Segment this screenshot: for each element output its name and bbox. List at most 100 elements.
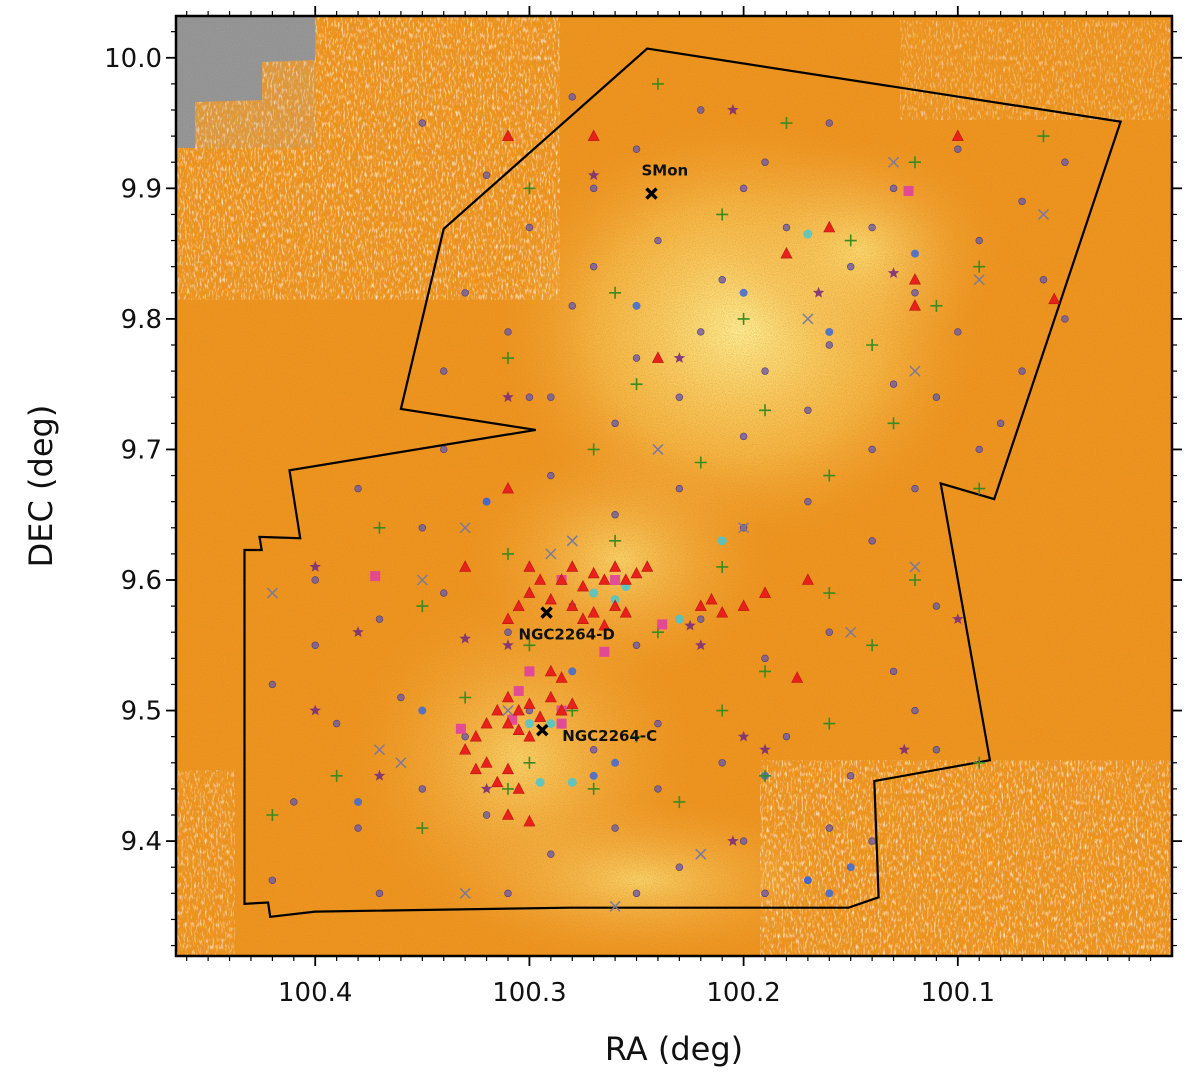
marker-triangle (641, 560, 654, 572)
marker-circle (675, 863, 684, 871)
marker-triangle (576, 579, 589, 592)
marker-triangle (502, 690, 514, 703)
marker-plus (930, 299, 943, 312)
marker-plus (866, 639, 879, 652)
marker-circle (632, 354, 641, 362)
marker-circle (761, 158, 769, 166)
marker-circle (504, 328, 512, 336)
marker-triangle (502, 481, 514, 494)
marker-plus (330, 769, 343, 782)
marker-circle (461, 732, 469, 741)
marker-star (588, 169, 600, 181)
marker-circle (440, 367, 448, 375)
marker-plus (609, 534, 622, 547)
marker-circle (911, 289, 919, 297)
marker-triangle (512, 782, 525, 794)
marker-blue-dot (632, 301, 641, 310)
marker-circle (1018, 367, 1026, 375)
marker-plus (673, 795, 686, 808)
marker-plus (459, 691, 472, 704)
marker-triangle (630, 566, 643, 579)
marker-blue-dot (739, 288, 748, 297)
marker-circle (868, 537, 876, 545)
marker-triangle (598, 619, 611, 631)
gray-unobserved-patch (176, 16, 315, 148)
y-tick-label: 10.0 (104, 44, 162, 74)
marker-circle (654, 719, 662, 728)
marker-circle (375, 615, 384, 623)
marker-circle (440, 445, 448, 454)
marker-triangle (555, 671, 568, 683)
marker-triangle (523, 586, 536, 598)
marker-triangle (566, 697, 579, 709)
marker-x (802, 313, 814, 325)
marker-triangle (469, 730, 482, 742)
marker-triangle (1048, 292, 1061, 305)
marker-circle (654, 785, 662, 793)
marker-circle (804, 497, 812, 506)
marker-square (455, 723, 466, 734)
marker-circle (525, 393, 534, 401)
marker-star (727, 104, 739, 115)
marker-circle (932, 393, 941, 401)
marker-circle (397, 693, 405, 702)
marker-star (695, 639, 707, 651)
marker-plus (759, 769, 772, 782)
marker-circle (482, 811, 491, 819)
marker-star (952, 613, 964, 624)
marker-blue-dot (910, 249, 919, 258)
marker-triangle (459, 560, 472, 572)
marker-circle (547, 471, 555, 480)
y-tick-label: 9.6 (121, 566, 162, 596)
marker-plus (651, 77, 664, 90)
marker-star (502, 639, 514, 651)
marker-circle (418, 119, 427, 127)
x-tick-label: 100.1 (921, 978, 995, 1008)
marker-triangle (502, 716, 514, 729)
marker-triangle (469, 762, 482, 775)
marker-blue-dot (846, 863, 855, 872)
marker-triangle (951, 129, 964, 141)
marker-plus (1037, 130, 1050, 143)
marker-triangle (491, 775, 504, 788)
annotation-marker (536, 723, 549, 737)
marker-triangle (651, 351, 664, 363)
marker-circle (1039, 276, 1048, 284)
marker-star (727, 835, 739, 846)
marker-plus (973, 482, 986, 495)
marker-plus (759, 665, 772, 678)
marker-blue-dot (825, 889, 834, 898)
marker-triangle (791, 671, 804, 683)
axis-ticks (166, 6, 1182, 966)
survey-footprint-outline (243, 47, 1123, 919)
marker-circle (932, 746, 941, 754)
marker-circle (675, 484, 684, 493)
marker-triangle (555, 703, 568, 716)
marker-x (973, 274, 985, 286)
marker-x (395, 757, 407, 769)
marker-circle (440, 589, 448, 597)
marker-circle (847, 262, 855, 271)
marker-triangle (555, 573, 568, 585)
marker-plus (716, 560, 729, 573)
marker-plus (523, 756, 536, 769)
marker-circle (504, 628, 512, 636)
marker-triangle (512, 723, 525, 735)
annotation-label: NGC2264-C (562, 727, 657, 745)
marker-square (507, 714, 518, 725)
marker-x (909, 365, 921, 377)
x-tick-label: 100.4 (278, 978, 352, 1008)
marker-circle (718, 759, 726, 767)
marker-circle (268, 876, 277, 884)
marker-cyan-dot (717, 536, 727, 546)
marker-square (599, 646, 610, 657)
marker-triangle (587, 605, 600, 618)
marker-triangle (502, 612, 514, 624)
marker-plus (887, 417, 900, 430)
marker-blue-dot (482, 497, 491, 506)
marker-circle (675, 393, 684, 401)
marker-circle (761, 889, 769, 898)
marker-x (1037, 208, 1050, 220)
marker-circle (654, 236, 662, 245)
